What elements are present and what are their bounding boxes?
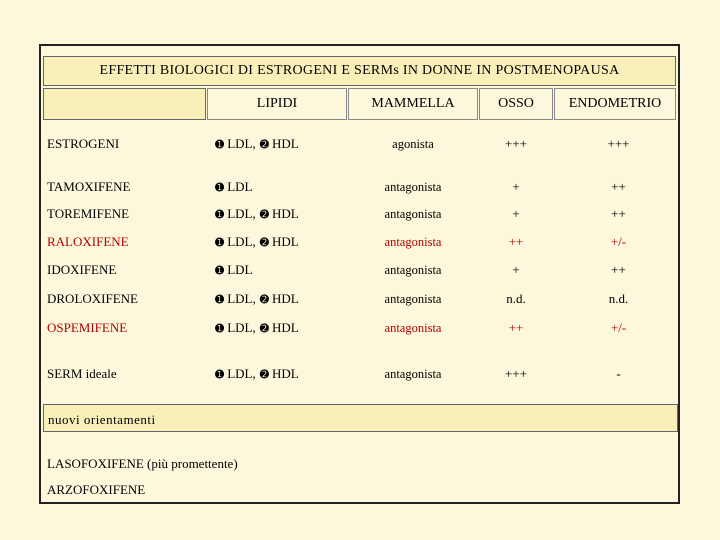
endometrio-effect: - — [616, 366, 621, 381]
ldl-bullet-icon: ➊ — [215, 180, 225, 194]
endometrio-effect: ++ — [611, 262, 626, 277]
ldl-label: LDL — [227, 234, 253, 249]
hdl-label: HDL — [271, 206, 299, 221]
mammella-effect: antagonista — [384, 291, 442, 306]
osso-effect: +++ — [505, 366, 527, 381]
table-row: DROLOXIFENE ➊ LDL, ➋ HDL antagonista n.d. n.d. — [43, 286, 676, 312]
endometrio-effect: +/- — [610, 234, 627, 249]
lipid-effect: ➊ LDL, ➋ HDL — [215, 358, 299, 390]
ldl-label: LDL — [227, 262, 253, 277]
mammella-effect: antagonista — [384, 366, 442, 381]
lipid-separator: , — [252, 234, 256, 249]
ldl-bullet-icon: ➊ — [215, 263, 225, 277]
table-title: EFFETTI BIOLOGICI DI ESTROGENI E SERMs I… — [43, 56, 676, 86]
hdl-bullet-icon: ➋ — [259, 321, 269, 335]
endometrio-effect: +/- — [610, 320, 627, 335]
hdl-label: HDL — [271, 320, 299, 335]
ldl-bullet-icon: ➊ — [215, 207, 225, 221]
ldl-bullet-icon: ➊ — [215, 137, 225, 151]
mammella-effect: antagonista — [384, 179, 442, 194]
hdl-label: HDL — [271, 366, 299, 381]
hdl-bullet-icon: ➋ — [259, 292, 269, 306]
lipid-effect: ➊ LDL — [215, 257, 253, 283]
lipid-separator: , — [252, 320, 256, 335]
endometrio-effect: n.d. — [608, 291, 629, 306]
drug-name: TAMOXIFENE — [47, 179, 131, 194]
table-row: IDOXIFENE ➊ LDL antagonista + ++ — [43, 257, 676, 283]
ldl-label: LDL — [227, 206, 253, 221]
header-blank-cell — [43, 88, 206, 120]
drug-name: IDOXIFENE — [47, 262, 117, 277]
lasofoxifene-line: LASOFOXIFENE (più promettente) — [47, 456, 238, 472]
lipid-effect: ➊ LDL, ➋ HDL — [215, 315, 299, 341]
hdl-label: HDL — [271, 136, 299, 151]
osso-effect: + — [512, 262, 520, 277]
hdl-bullet-icon: ➋ — [259, 235, 269, 249]
lipid-effect: ➊ LDL, ➋ HDL — [215, 201, 299, 227]
osso-effect: n.d. — [506, 291, 526, 306]
drug-name: DROLOXIFENE — [47, 291, 138, 306]
drug-name: RALOXIFENE — [47, 234, 129, 249]
osso-effect: + — [512, 206, 520, 221]
table-row: SERM ideale ➊ LDL, ➋ HDL antagonista +++ - — [43, 358, 676, 390]
lipid-separator: , — [252, 366, 256, 381]
osso-effect: ++ — [508, 234, 524, 249]
mammella-effect: antagonista — [384, 234, 442, 249]
column-header-endometrio: ENDOMETRIO — [554, 88, 676, 120]
osso-effect: + — [512, 179, 520, 194]
ldl-bullet-icon: ➊ — [215, 367, 225, 381]
lipid-effect: ➊ LDL, ➋ HDL — [215, 286, 299, 312]
lipid-effect: ➊ LDL, ➋ HDL — [215, 229, 299, 255]
lipid-effect: ➊ LDL, ➋ HDL — [215, 129, 299, 159]
table-row: TOREMIFENE ➊ LDL, ➋ HDL antagonista + ++ — [43, 201, 676, 227]
new-directions-heading: nuovi orientamenti — [43, 404, 678, 432]
mammella-effect: antagonista — [384, 262, 442, 277]
column-header-mammella: MAMMELLA — [348, 88, 478, 120]
table-row: RALOXIFENE ➊ LDL, ➋ HDL antagonista ++ +/- — [43, 229, 676, 255]
lasofoxifene-name: LASOFOXIFENE — [47, 456, 144, 471]
osso-effect: +++ — [505, 136, 527, 151]
lipid-separator: , — [252, 136, 256, 151]
lipid-separator: , — [252, 206, 256, 221]
drug-name: SERM ideale — [47, 366, 117, 381]
arzofoxifene-line: ARZOFOXIFENE — [47, 482, 146, 497]
table-row: ESTROGENI ➊ LDL, ➋ HDL agonista +++ +++ — [43, 129, 676, 159]
column-header-osso: OSSO — [479, 88, 553, 120]
hdl-bullet-icon: ➋ — [259, 207, 269, 221]
endometrio-effect: +++ — [607, 136, 630, 151]
mammella-effect: agonista — [392, 136, 434, 151]
endometrio-effect: ++ — [611, 179, 626, 194]
lasofoxifene-note: (più promettente) — [147, 456, 238, 471]
drug-name: TOREMIFENE — [47, 206, 130, 221]
ldl-label: LDL — [227, 366, 253, 381]
ldl-bullet-icon: ➊ — [215, 321, 225, 335]
table-row: OSPEMIFENE ➊ LDL, ➋ HDL antagonista ++ +/- — [43, 315, 676, 341]
ldl-label: LDL — [227, 136, 253, 151]
hdl-bullet-icon: ➋ — [259, 137, 269, 151]
slide-frame — [39, 44, 680, 504]
ldl-label: LDL — [227, 179, 253, 194]
lipid-effect: ➊ LDL — [215, 174, 253, 200]
osso-effect: ++ — [508, 320, 524, 335]
mammella-effect: antagonista — [384, 206, 442, 221]
mammella-effect: antagonista — [384, 320, 442, 335]
column-header-lipidi: LIPIDI — [207, 88, 347, 120]
lipid-separator: , — [252, 291, 256, 306]
drug-name: OSPEMIFENE — [47, 320, 128, 335]
ldl-label: LDL — [227, 320, 253, 335]
hdl-label: HDL — [271, 291, 299, 306]
table-row: TAMOXIFENE ➊ LDL antagonista + ++ — [43, 174, 676, 200]
ldl-bullet-icon: ➊ — [215, 292, 225, 306]
ldl-bullet-icon: ➊ — [215, 235, 225, 249]
hdl-label: HDL — [271, 234, 299, 249]
drug-name: ESTROGENI — [47, 136, 120, 151]
endometrio-effect: ++ — [611, 206, 626, 221]
hdl-bullet-icon: ➋ — [259, 367, 269, 381]
ldl-label: LDL — [227, 291, 253, 306]
